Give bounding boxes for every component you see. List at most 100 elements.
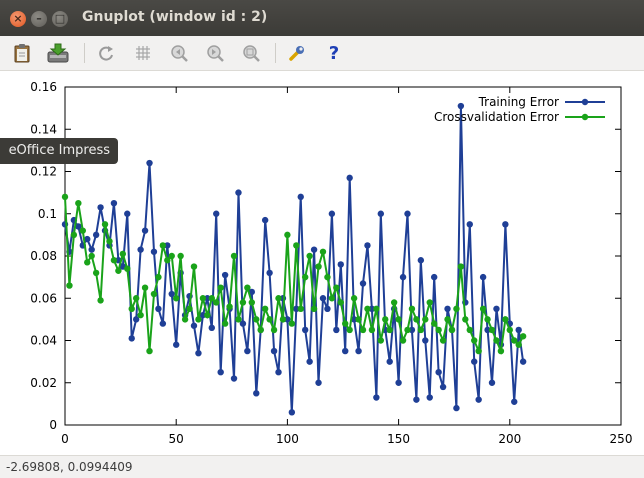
data-point bbox=[488, 379, 496, 386]
data-point bbox=[217, 284, 224, 291]
data-point bbox=[306, 358, 313, 365]
data-point bbox=[75, 223, 82, 230]
data-point bbox=[306, 252, 313, 260]
data-point bbox=[253, 316, 260, 323]
data-point bbox=[435, 326, 442, 334]
data-point bbox=[364, 305, 371, 313]
tooltip-text: eOffice Impress bbox=[8, 143, 110, 158]
window-title: Gnuplot (window id : 2) bbox=[82, 9, 268, 25]
data-point bbox=[221, 320, 229, 327]
data-point bbox=[497, 347, 505, 355]
maximize-button[interactable]: □ bbox=[52, 11, 68, 27]
data-point bbox=[124, 210, 131, 217]
data-point bbox=[261, 305, 269, 313]
data-point bbox=[319, 248, 327, 255]
close-icon: × bbox=[13, 12, 23, 25]
data-point bbox=[399, 337, 407, 344]
data-point bbox=[435, 368, 442, 376]
data-point bbox=[368, 305, 376, 313]
data-point bbox=[195, 349, 202, 357]
plot-border bbox=[64, 86, 622, 426]
close-button[interactable]: × bbox=[10, 11, 26, 27]
data-point bbox=[301, 326, 309, 334]
data-point bbox=[204, 311, 211, 319]
wrench-icon bbox=[289, 46, 304, 61]
zoom-previous-button[interactable] bbox=[167, 41, 191, 65]
data-point bbox=[439, 337, 447, 344]
data-point bbox=[430, 320, 438, 327]
data-point bbox=[350, 316, 358, 323]
autoscale-button[interactable] bbox=[239, 41, 263, 65]
data-point bbox=[150, 290, 158, 298]
data-point bbox=[422, 316, 429, 323]
y-tick-label: 0 bbox=[49, 418, 57, 432]
y-tick-label: 0.04 bbox=[30, 334, 57, 348]
settings-button[interactable] bbox=[285, 41, 309, 65]
data-point bbox=[177, 252, 184, 260]
status-bar: -2.69808, 0.0994409 bbox=[0, 455, 644, 478]
help-button[interactable]: ? bbox=[322, 41, 346, 65]
legend-label: Crossvalidation Error bbox=[434, 110, 559, 124]
data-point bbox=[155, 273, 162, 281]
data-point bbox=[141, 227, 149, 234]
x-tick-label: 150 bbox=[387, 432, 410, 446]
data-point bbox=[221, 271, 229, 279]
data-point bbox=[190, 263, 198, 270]
data-point bbox=[195, 316, 202, 323]
data-point bbox=[448, 326, 456, 334]
data-point bbox=[239, 320, 247, 327]
toolbar: ? bbox=[0, 36, 644, 71]
chart[interactable]: 0 0.02 0.04 0.06 0.08 0.1 0.12 0.14 0.16 0 50 100 15… bbox=[0, 71, 644, 455]
data-point bbox=[261, 216, 269, 224]
data-point bbox=[399, 273, 407, 281]
export-button[interactable] bbox=[46, 41, 70, 65]
data-point bbox=[346, 326, 353, 334]
data-point bbox=[270, 347, 278, 355]
data-point bbox=[324, 273, 331, 281]
data-point bbox=[288, 320, 296, 327]
minimize-button[interactable]: – bbox=[31, 11, 47, 27]
data-point bbox=[466, 221, 473, 228]
series-line-training bbox=[64, 105, 525, 413]
data-point bbox=[297, 305, 304, 313]
autoscale-icon bbox=[243, 45, 260, 62]
data-point bbox=[110, 257, 118, 264]
data-point bbox=[244, 347, 251, 355]
plot-area[interactable]: 0 0.02 0.04 0.06 0.08 0.1 0.12 0.14 0.16 0 50 100 15… bbox=[0, 71, 644, 455]
zoom-next-button[interactable] bbox=[203, 41, 227, 65]
data-point bbox=[186, 305, 193, 313]
data-point bbox=[355, 347, 362, 355]
copy-to-clipboard-button[interactable] bbox=[10, 41, 34, 65]
data-point bbox=[511, 398, 518, 405]
data-point bbox=[417, 257, 425, 264]
data-point bbox=[208, 295, 215, 302]
data-point bbox=[239, 299, 247, 306]
data-point bbox=[132, 295, 140, 302]
y-tick-label: 0.1 bbox=[38, 207, 57, 221]
data-point bbox=[457, 102, 465, 110]
data-point bbox=[426, 299, 433, 306]
data-point bbox=[484, 326, 491, 334]
legend-label: Training Error bbox=[478, 95, 559, 109]
data-point bbox=[386, 358, 393, 365]
data-point bbox=[173, 295, 180, 302]
data-point bbox=[342, 320, 349, 327]
data-point bbox=[453, 404, 460, 412]
data-point bbox=[404, 326, 411, 334]
data-point bbox=[88, 252, 95, 260]
mouse-coordinates: -2.69808, 0.0994409 bbox=[6, 460, 133, 474]
data-point bbox=[213, 210, 220, 217]
data-point bbox=[506, 326, 513, 334]
data-point bbox=[413, 396, 420, 403]
data-point bbox=[284, 231, 291, 239]
x-tick-label: 0 bbox=[61, 432, 69, 446]
data-point bbox=[310, 305, 318, 313]
data-point bbox=[426, 394, 433, 401]
data-point bbox=[417, 326, 425, 334]
data-point bbox=[453, 305, 460, 313]
toggle-grid-button[interactable] bbox=[131, 41, 155, 65]
data-point bbox=[337, 261, 344, 268]
title-bar[interactable]: × – □ Gnuplot (window id : 2) bbox=[0, 0, 644, 36]
replot-icon bbox=[99, 46, 113, 61]
replot-button[interactable] bbox=[94, 41, 118, 65]
